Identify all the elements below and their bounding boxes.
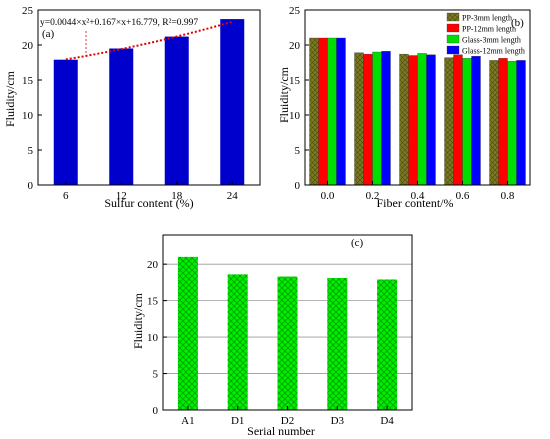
y-tick-label: 20 [147,259,159,271]
y-tick-label: 25 [289,5,301,17]
legend-swatch [446,45,460,55]
bar [471,56,481,186]
bar [426,54,436,186]
x-tick-label: A1 [181,415,194,427]
bar [318,37,328,186]
bar [381,51,391,186]
x-tick-label: 24 [227,190,239,202]
y-tick-label: 5 [28,145,34,157]
legend-swatch [446,12,460,22]
x-axis-label: Fiber content/% [377,196,454,210]
legend-label: PP-12mm length [462,25,516,34]
bar [363,53,373,186]
bar [109,48,134,185]
legend-label: Glass-3mm length [462,36,521,45]
panel-label: (b) [511,17,524,29]
bar [417,53,427,186]
bar [327,278,348,410]
fit-curve [65,20,233,61]
x-tick-label: 0.6 [456,190,470,202]
panel-c-chart: 0 5 10 15 20 A1 D1 D2 D3 D4 (c) Serial number Flu… [131,234,413,438]
x-axis-label: Sulfur content (%) [104,196,193,210]
x-tick-label: 18 [171,190,183,202]
bar [309,37,319,186]
x-tick-label: 12 [116,190,127,202]
legend: PP-3mm length PP-12mm length Glass-3mm len… [446,12,525,56]
bar [462,58,472,186]
bar [177,256,198,410]
bar [444,57,454,186]
y-tick-label: 25 [22,5,34,17]
x-tick-label: D4 [380,415,394,427]
y-tick-label: 5 [295,145,301,157]
panel-b-chart: 0 5 10 15 20 25 0.0 0.2 0.4 0.6 0.8 (b) Fiber cont… [277,5,531,210]
x-tick-label: 0.8 [501,190,515,202]
bar [408,55,418,186]
y-tick-label: 10 [147,332,159,344]
x-tick-label: D1 [231,415,244,427]
bar [53,59,78,186]
x-tick-label: 0.2 [366,190,380,202]
bar [453,54,463,186]
y-tick-label: 15 [147,296,159,308]
x-tick-label: D3 [331,415,345,427]
bar [399,53,409,186]
y-axis-label: Fluidity/cm [3,70,17,127]
y-tick-label: 0 [153,405,159,417]
panel-label: (a) [42,28,55,40]
bar [164,36,189,185]
x-tick-label: 0.4 [411,190,425,202]
panel-a-chart: 0 5 10 15 20 25 6 12 18 24 (a) y=0.0044×x²+0.167×… [3,5,261,210]
y-tick-label: 0 [28,180,34,192]
y-tick-label: 0 [295,180,301,192]
x-tick-label: 0.0 [321,190,335,202]
plot-frame [37,9,261,186]
bar [507,60,517,186]
x-tick-label: 6 [63,190,69,202]
x-tick-label: D2 [281,415,294,427]
bar [354,52,364,186]
bar [336,37,346,186]
fit-equation: y=0.0044×x²+0.167×x+16.779, R²=0.997 [40,18,198,28]
bar [372,51,382,186]
y-tick-label: 10 [289,110,301,122]
x-axis-label: Serial number [247,424,315,438]
y-axis-label: Fluidity/cm [277,66,291,123]
y-axis-label: Fluidity/cm [131,292,145,349]
bar [327,37,337,186]
legend-swatch [446,23,460,33]
y-tick-label: 15 [289,75,301,87]
bar [489,60,499,186]
bar [227,274,248,410]
bar [498,58,508,186]
legend-swatch [446,34,460,44]
y-tick-label: 10 [22,110,34,122]
y-tick-label: 5 [153,369,159,381]
bar [277,276,298,410]
bar [220,19,245,185]
y-tick-label: 20 [22,40,34,52]
bar [377,279,398,410]
bar [516,60,526,186]
panel-label: (c) [351,237,364,249]
legend-label: PP-3mm length [462,14,512,23]
y-tick-label: 20 [289,40,301,52]
y-tick-label: 15 [22,75,34,87]
legend-label: Glass-12mm length [462,47,525,56]
